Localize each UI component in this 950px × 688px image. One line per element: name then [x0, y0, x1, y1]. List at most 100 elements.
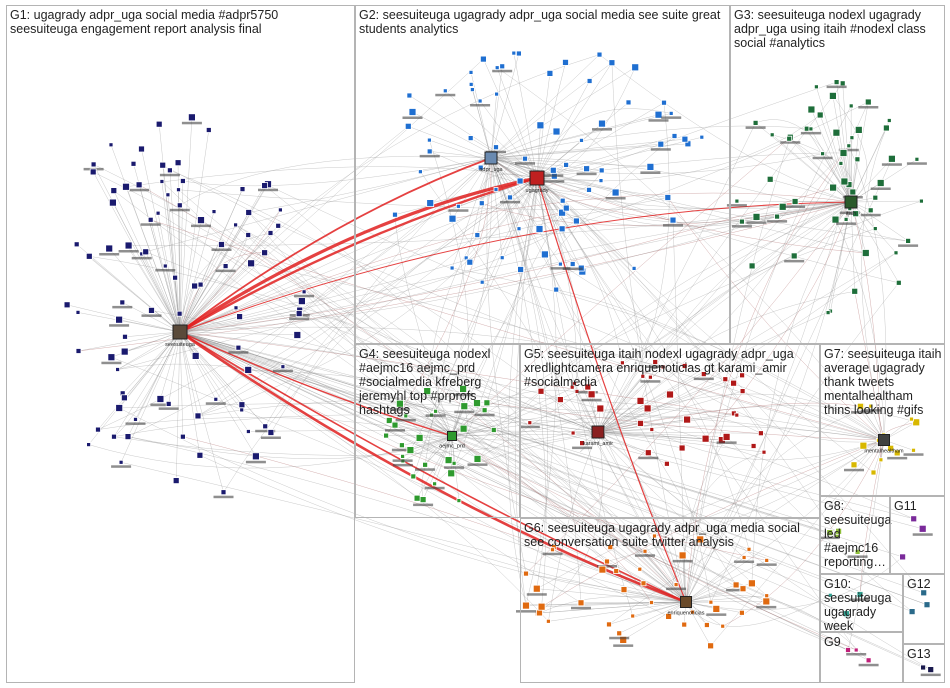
node-g7[interactable]: [868, 403, 874, 409]
node-g7[interactable]: [911, 447, 916, 453]
node-g1[interactable]: [176, 310, 183, 317]
node-g2[interactable]: [681, 135, 689, 143]
node-g1[interactable]: [239, 186, 246, 193]
node-g2[interactable]: [558, 208, 566, 217]
node-g3[interactable]: [786, 135, 793, 142]
node-g4[interactable]: [460, 402, 469, 411]
node-g2[interactable]: [507, 194, 513, 201]
node-g1[interactable]: [235, 344, 242, 351]
node-g3[interactable]: [832, 128, 841, 137]
node-g5[interactable]: [648, 374, 653, 380]
node-g3[interactable]: [791, 198, 799, 205]
node-g6[interactable]: [616, 630, 623, 637]
node-g1[interactable]: [147, 216, 154, 223]
node-g2[interactable]: [511, 50, 517, 56]
hub-node-g5-hub[interactable]: [591, 425, 605, 439]
node-g4[interactable]: [456, 498, 462, 504]
node-g1[interactable]: [166, 167, 173, 174]
node-g5[interactable]: [640, 373, 646, 379]
node-g3[interactable]: [888, 154, 896, 163]
node-g2[interactable]: [598, 119, 606, 128]
node-g3[interactable]: [876, 179, 885, 187]
node-g1[interactable]: [165, 192, 171, 198]
node-g6[interactable]: [577, 599, 585, 607]
node-g2[interactable]: [552, 127, 561, 136]
node-g1[interactable]: [277, 207, 283, 213]
node-g1[interactable]: [115, 315, 123, 324]
node-g3[interactable]: [807, 105, 816, 114]
node-g6[interactable]: [537, 602, 546, 611]
node-g13[interactable]: [927, 666, 935, 673]
hub-node-g3-hub[interactable]: [844, 195, 858, 209]
node-g7[interactable]: [870, 469, 877, 476]
node-g6[interactable]: [764, 593, 770, 599]
node-g2[interactable]: [469, 87, 475, 92]
node-g1[interactable]: [85, 252, 93, 260]
node-g2[interactable]: [646, 162, 655, 171]
node-g2[interactable]: [541, 250, 549, 259]
node-g12[interactable]: [923, 601, 931, 609]
node-g11[interactable]: [910, 515, 918, 523]
node-g3[interactable]: [849, 188, 857, 196]
node-g9[interactable]: [853, 647, 859, 653]
node-g10[interactable]: [856, 591, 864, 598]
node-g4[interactable]: [444, 456, 453, 465]
node-g1[interactable]: [89, 168, 97, 176]
node-g5[interactable]: [666, 390, 674, 399]
node-g3[interactable]: [854, 156, 861, 163]
hub-node-g2-hub[interactable]: [529, 170, 545, 186]
node-g6[interactable]: [704, 622, 710, 628]
node-g5[interactable]: [681, 363, 688, 369]
node-g5[interactable]: [722, 432, 731, 441]
node-g3[interactable]: [790, 252, 798, 260]
node-g1[interactable]: [197, 281, 204, 288]
node-g6[interactable]: [598, 565, 607, 574]
node-g4[interactable]: [451, 460, 457, 466]
node-g2[interactable]: [657, 140, 665, 148]
node-g3[interactable]: [833, 79, 840, 85]
node-g3[interactable]: [831, 215, 840, 224]
node-g6[interactable]: [748, 579, 756, 588]
node-g5[interactable]: [678, 444, 686, 452]
node-g1[interactable]: [191, 351, 200, 360]
node-g5[interactable]: [637, 419, 644, 427]
node-g3[interactable]: [816, 111, 824, 119]
node-g1[interactable]: [120, 347, 129, 356]
node-g5[interactable]: [644, 449, 652, 457]
node-g2[interactable]: [558, 225, 566, 233]
node-g4[interactable]: [410, 473, 417, 480]
node-g2[interactable]: [467, 135, 474, 142]
node-g7[interactable]: [912, 418, 921, 427]
node-g1[interactable]: [245, 209, 253, 216]
node-g6[interactable]: [604, 558, 610, 565]
node-g5[interactable]: [596, 404, 605, 413]
node-g2[interactable]: [535, 225, 544, 233]
node-g6[interactable]: [690, 609, 695, 615]
node-g2[interactable]: [608, 59, 616, 67]
node-g3[interactable]: [769, 132, 775, 138]
node-g3[interactable]: [883, 124, 890, 132]
node-g4[interactable]: [400, 453, 406, 459]
node-g7[interactable]: [850, 461, 858, 469]
node-g2[interactable]: [668, 111, 674, 116]
node-g5[interactable]: [761, 449, 767, 455]
node-g3[interactable]: [852, 210, 860, 218]
node-g9[interactable]: [845, 647, 851, 653]
node-g6[interactable]: [640, 580, 647, 587]
node-g1[interactable]: [275, 222, 282, 229]
node-g4[interactable]: [473, 399, 481, 408]
node-g1[interactable]: [73, 241, 80, 248]
node-g6[interactable]: [642, 548, 648, 554]
node-g4[interactable]: [391, 421, 399, 429]
node-g4[interactable]: [413, 494, 421, 502]
node-g2[interactable]: [559, 197, 566, 204]
node-g6[interactable]: [712, 605, 721, 613]
node-g3[interactable]: [893, 250, 899, 256]
node-g2[interactable]: [586, 78, 593, 84]
node-g2[interactable]: [449, 265, 455, 271]
node-g5[interactable]: [579, 440, 585, 447]
node-g4[interactable]: [422, 461, 429, 468]
node-g3[interactable]: [886, 118, 892, 123]
node-g4[interactable]: [403, 413, 409, 419]
node-g6[interactable]: [606, 621, 612, 628]
